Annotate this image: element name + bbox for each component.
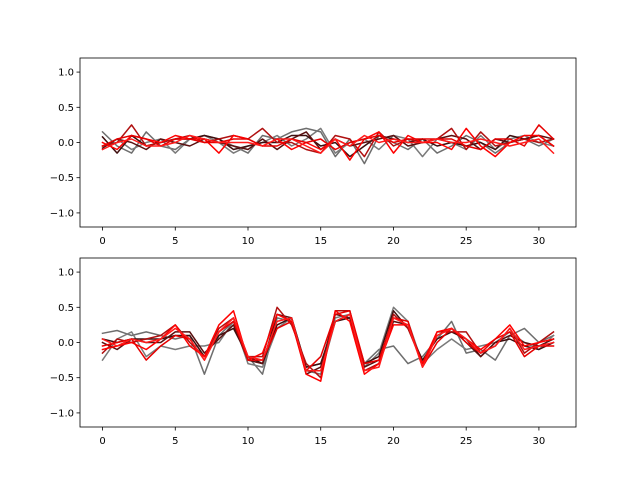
x-tick-label: 10 [242, 436, 255, 447]
x-tick-label: 30 [533, 236, 546, 247]
series-line-8 [101, 134, 555, 155]
series-group [101, 124, 555, 165]
y-tick-label: 0.0 [58, 138, 74, 149]
y-tick-label: −1.0 [50, 208, 74, 219]
y-tick-label: 0.5 [58, 303, 74, 314]
top-subplot: 0 5 10 15 20 25 30 −1.0 −0.5 0.0 0.5 1.0 [50, 57, 577, 247]
x-tick-label: 5 [172, 436, 178, 447]
y-tick-label: 0.5 [58, 103, 74, 114]
x-tick-label: 30 [533, 436, 546, 447]
y-tick-label: 1.0 [58, 268, 74, 279]
y-tick-label: −1.0 [50, 408, 74, 419]
series-group [101, 306, 555, 382]
series-line-7 [101, 124, 555, 151]
x-tick-label: 25 [460, 436, 473, 447]
x-tick-label: 10 [242, 236, 255, 247]
series-line-2 [101, 127, 555, 158]
bottom-subplot: 0 5 10 15 20 25 30 −1.0 −0.5 0.0 0.5 1.0 [50, 257, 577, 447]
series-line-4 [101, 313, 555, 375]
y-tick-label: 0.0 [58, 338, 74, 349]
x-tick-label: 25 [460, 236, 473, 247]
y-tick-label: −0.5 [50, 373, 74, 384]
y-tick-label: −0.5 [50, 173, 74, 184]
series-line-8 [101, 313, 555, 372]
x-tick-label: 20 [387, 436, 400, 447]
x-tick-label: 5 [172, 236, 178, 247]
x-tick-label: 20 [387, 236, 400, 247]
x-tick-label: 0 [99, 236, 105, 247]
x-tick-label: 15 [314, 236, 327, 247]
x-tick-label: 0 [99, 436, 105, 447]
x-tick-label: 15 [314, 436, 327, 447]
y-tick-label: 1.0 [58, 68, 74, 79]
